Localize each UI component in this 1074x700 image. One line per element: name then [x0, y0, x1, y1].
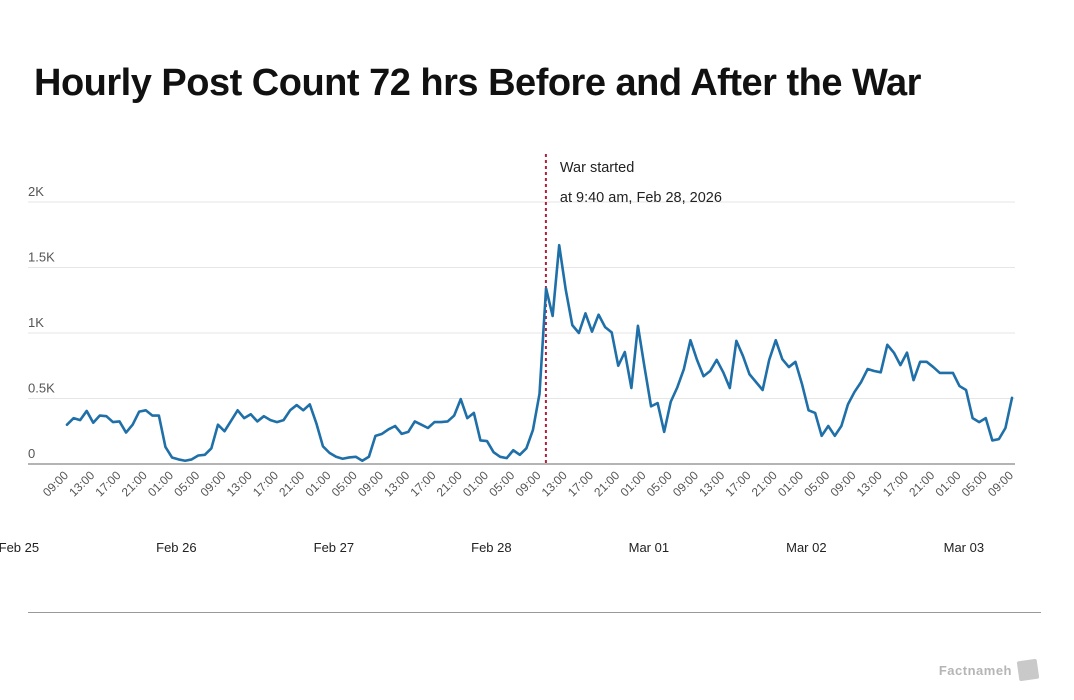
- x-tick-label: 05:00: [329, 468, 360, 499]
- x-axis-ticks: 09:0013:0017:0021:0001:0005:0009:0013:00…: [40, 468, 1016, 499]
- day-label: Feb 25: [0, 540, 39, 555]
- chart-title: Hourly Post Count 72 hrs Before and Afte…: [34, 62, 921, 104]
- x-tick-label: 21:00: [434, 468, 465, 499]
- brand: Factnameh: [938, 658, 1040, 682]
- x-tick-label: 17:00: [722, 468, 753, 499]
- x-tick-label: 09:00: [40, 468, 71, 499]
- x-tick-label: 01:00: [775, 468, 806, 499]
- event-label-title: War started: [560, 160, 634, 176]
- day-label: Feb 27: [314, 540, 354, 555]
- x-tick-label: 17:00: [565, 468, 596, 499]
- x-tick-label: 09:00: [827, 468, 858, 499]
- x-tick-label: 05:00: [644, 468, 675, 499]
- day-label: Mar 03: [944, 540, 984, 555]
- y-tick-label: 1K: [28, 315, 44, 330]
- x-tick-label: 09:00: [670, 468, 701, 499]
- x-tick-label: 13:00: [381, 468, 412, 499]
- x-tick-label: 13:00: [854, 468, 885, 499]
- x-tick-label: 01:00: [302, 468, 333, 499]
- x-tick-label: 01:00: [145, 468, 176, 499]
- x-tick-label: 17:00: [407, 468, 438, 499]
- brand-name: Factnameh: [938, 662, 1012, 678]
- x-tick-label: 09:00: [512, 468, 543, 499]
- x-tick-label: 13:00: [539, 468, 570, 499]
- x-tick-label: 21:00: [906, 468, 937, 499]
- x-tick-label: 09:00: [197, 468, 228, 499]
- data-points: [67, 245, 1012, 461]
- y-axis-ticks: 0 0.5K 1K 1.5K 2K: [28, 184, 55, 461]
- x-tick-label: 13:00: [696, 468, 727, 499]
- day-label: Feb 28: [471, 540, 511, 555]
- x-tick-label: 01:00: [460, 468, 491, 499]
- x-tick-label: 13:00: [66, 468, 97, 499]
- brand-logo-icon: [1016, 658, 1040, 682]
- x-tick-label: 09:00: [985, 468, 1016, 499]
- y-tick-label: 0: [28, 446, 35, 461]
- y-tick-label: 2K: [28, 184, 44, 199]
- x-tick-label: 01:00: [932, 468, 963, 499]
- y-tick-label: 0.5K: [28, 381, 55, 396]
- x-tick-label: 17:00: [250, 468, 281, 499]
- x-tick-label: 21:00: [749, 468, 780, 499]
- day-label: Feb 26: [156, 540, 196, 555]
- x-tick-label: 05:00: [486, 468, 517, 499]
- y-tick-label: 1.5K: [28, 250, 55, 265]
- x-tick-label: 01:00: [617, 468, 648, 499]
- x-tick-label: 13:00: [224, 468, 255, 499]
- day-labels: Feb 25 Feb 26 Feb 27 Feb 28 Mar 01 Mar 02 Mar …: [0, 540, 984, 555]
- x-tick-label: 21:00: [591, 468, 622, 499]
- x-tick-label: 09:00: [355, 468, 386, 499]
- x-tick-label: 21:00: [119, 468, 150, 499]
- x-tick-label: 17:00: [92, 468, 123, 499]
- x-tick-label: 05:00: [171, 468, 202, 499]
- day-label: Mar 02: [786, 540, 826, 555]
- event-label-date: at 9:40 am, Feb 28, 2026: [560, 190, 722, 206]
- day-label: Mar 01: [629, 540, 669, 555]
- x-tick-label: 05:00: [801, 468, 832, 499]
- x-tick-label: 17:00: [880, 468, 911, 499]
- x-tick-label: 05:00: [959, 468, 990, 499]
- x-tick-label: 21:00: [276, 468, 307, 499]
- series-line-hourly-posts: [65, 243, 1014, 463]
- footer-divider: [28, 612, 1041, 613]
